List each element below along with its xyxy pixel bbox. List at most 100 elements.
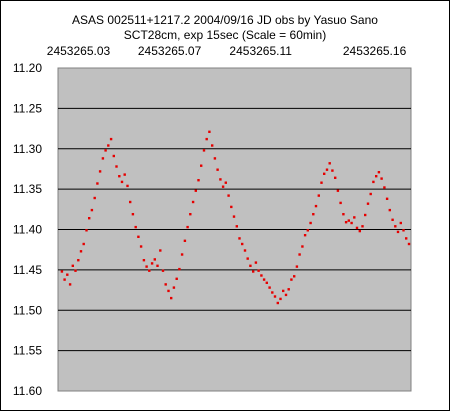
data-point xyxy=(216,168,219,171)
data-point xyxy=(249,264,252,267)
data-point xyxy=(355,226,359,230)
data-point xyxy=(164,283,167,286)
data-point xyxy=(227,194,230,197)
data-point xyxy=(320,181,323,184)
data-point xyxy=(79,250,83,253)
chart-subtitle: SCT28cm, exp 15sec (Scale = 60min) xyxy=(123,28,327,42)
data-point xyxy=(200,164,203,167)
data-points xyxy=(60,130,411,305)
data-point xyxy=(391,218,394,221)
data-point xyxy=(257,269,260,272)
data-point xyxy=(238,237,241,240)
data-point xyxy=(276,301,279,305)
y-tick-label: 11.55 xyxy=(13,344,42,358)
data-point xyxy=(375,175,378,178)
data-point xyxy=(339,201,342,205)
data-point xyxy=(93,196,96,200)
data-point xyxy=(205,137,208,141)
data-point xyxy=(405,237,408,240)
data-point xyxy=(396,230,400,234)
chart-title: ASAS 002511+1217.2 2004/09/16 JD obs by … xyxy=(72,13,378,27)
data-point xyxy=(358,229,361,233)
data-point xyxy=(120,180,124,184)
data-point xyxy=(230,205,233,209)
y-tick-label: 11.60 xyxy=(13,384,42,398)
data-point xyxy=(175,277,178,280)
data-point xyxy=(325,168,329,171)
data-point xyxy=(254,261,258,264)
data-point xyxy=(115,165,118,168)
data-point xyxy=(134,225,137,229)
data-point xyxy=(131,213,135,216)
data-point xyxy=(246,257,249,260)
x-tick-label: 2453265.11 xyxy=(229,44,292,58)
data-point xyxy=(399,221,402,225)
data-point xyxy=(98,170,102,173)
data-point xyxy=(211,144,214,147)
data-point xyxy=(287,288,290,291)
data-point xyxy=(306,229,309,232)
data-point xyxy=(159,249,162,252)
data-point xyxy=(260,274,263,277)
data-point xyxy=(317,194,320,197)
data-point xyxy=(88,217,91,220)
data-point xyxy=(347,219,350,222)
data-point xyxy=(290,278,293,281)
data-point xyxy=(350,221,353,225)
data-point xyxy=(112,154,115,158)
data-point xyxy=(268,286,271,289)
y-tick-label: 11.30 xyxy=(13,142,42,156)
data-point xyxy=(295,265,299,268)
data-point xyxy=(170,296,173,300)
data-point xyxy=(107,144,110,147)
data-point xyxy=(101,157,105,160)
data-point xyxy=(407,242,411,246)
data-point xyxy=(137,235,140,238)
data-point xyxy=(156,264,159,267)
y-axis-ticks: 11.20 11.25 11.30 11.35 11.40 11.45 11.50 11.55… xyxy=(13,61,42,398)
data-point xyxy=(252,270,255,273)
x-tick-label: 2453265.03 xyxy=(47,44,111,58)
data-point xyxy=(342,213,345,216)
y-tick-label: 11.35 xyxy=(13,182,42,196)
data-point xyxy=(213,157,217,160)
data-point xyxy=(74,269,77,272)
y-tick-label: 11.50 xyxy=(13,303,42,317)
data-point xyxy=(183,239,187,242)
data-point xyxy=(372,180,375,184)
data-point xyxy=(301,245,304,248)
data-point xyxy=(232,215,236,218)
data-point xyxy=(85,229,88,232)
data-point xyxy=(90,208,94,212)
data-point xyxy=(172,286,176,289)
data-point xyxy=(139,245,143,248)
data-point xyxy=(235,225,238,228)
data-point xyxy=(197,179,200,182)
data-point xyxy=(145,265,148,268)
data-point xyxy=(77,259,80,262)
data-point xyxy=(161,269,165,272)
data-point xyxy=(402,229,405,232)
data-point xyxy=(150,262,154,265)
data-point xyxy=(328,162,331,165)
y-tick-label: 11.25 xyxy=(13,101,42,115)
data-point xyxy=(383,186,386,189)
data-point xyxy=(394,225,397,228)
data-point xyxy=(66,273,69,276)
data-point xyxy=(202,149,206,152)
data-point xyxy=(63,278,66,281)
data-point xyxy=(82,242,85,246)
data-point xyxy=(369,192,372,196)
x-axis-ticks: 2453265.03 2453265.07 2453265.11 2453265.16 xyxy=(47,44,407,58)
data-point xyxy=(323,172,326,175)
data-point xyxy=(331,169,334,172)
data-point xyxy=(60,270,64,273)
data-point xyxy=(293,275,296,278)
data-point xyxy=(334,176,337,179)
x-tick-label: 2453265.16 xyxy=(343,44,407,58)
data-point xyxy=(186,225,189,229)
data-point xyxy=(178,267,181,271)
data-point xyxy=(241,242,244,246)
y-tick-label: 11.20 xyxy=(13,61,42,75)
data-point xyxy=(153,258,156,261)
